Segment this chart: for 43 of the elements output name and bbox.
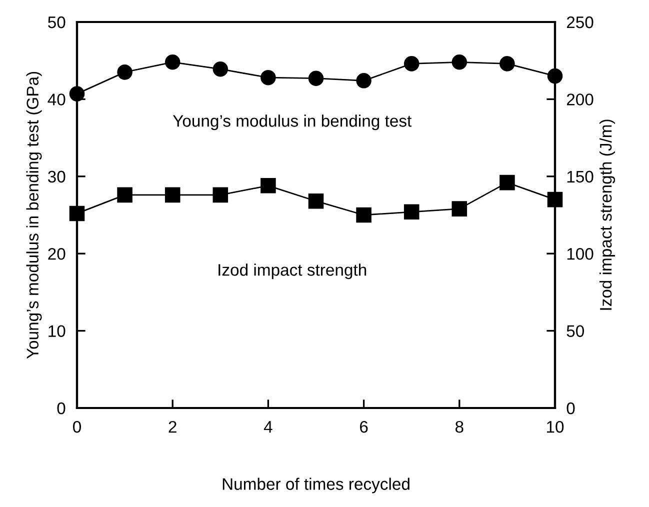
y-tick-label: 20 xyxy=(48,248,66,260)
point xyxy=(547,192,563,208)
y2-tick-label: 200 xyxy=(566,94,594,106)
x-tick-label: 0 xyxy=(73,420,81,433)
y-tick-label: 0 xyxy=(57,402,66,414)
annotation: Young’s modulus in bending test xyxy=(172,114,412,130)
annotation: Izod impact strength xyxy=(218,264,366,280)
point xyxy=(500,174,515,190)
point xyxy=(500,56,515,72)
y-tick-label: 40 xyxy=(48,94,66,106)
point xyxy=(117,64,132,80)
point xyxy=(260,178,276,194)
y2-axis-title: Izod impact strength (J/m) xyxy=(599,120,616,310)
y-tick-label: 50 xyxy=(48,16,66,28)
point xyxy=(452,201,468,216)
y2-tick-label: 250 xyxy=(566,16,594,28)
y2-tick-label: 0 xyxy=(566,402,575,414)
point xyxy=(356,207,372,223)
point xyxy=(308,70,324,86)
y-axis-title: Young’s modulus in bending test (GPa) xyxy=(26,72,42,359)
point xyxy=(212,61,228,77)
point xyxy=(69,206,85,222)
point xyxy=(452,54,468,70)
y2-tick-label: 100 xyxy=(567,248,594,260)
y-tick-label: 30 xyxy=(48,170,66,183)
x-tick-label: 6 xyxy=(360,420,368,433)
point xyxy=(404,56,420,72)
x-axis-title: Number of times recycled xyxy=(222,478,410,494)
point xyxy=(164,54,180,70)
point xyxy=(164,187,180,203)
point xyxy=(117,187,132,203)
point xyxy=(356,73,372,88)
y2-tick-label: 150 xyxy=(567,170,594,183)
x-tick-label: 4 xyxy=(264,421,272,433)
y2-tick-label: 50 xyxy=(566,325,584,338)
x-tick-label: 8 xyxy=(455,420,464,433)
point xyxy=(308,193,324,209)
x-tick-label: 10 xyxy=(547,420,564,433)
point xyxy=(260,70,276,86)
x-tick-label: 2 xyxy=(168,420,176,433)
point xyxy=(404,204,420,220)
point xyxy=(212,187,228,203)
y-tick-label: 10 xyxy=(48,325,66,338)
